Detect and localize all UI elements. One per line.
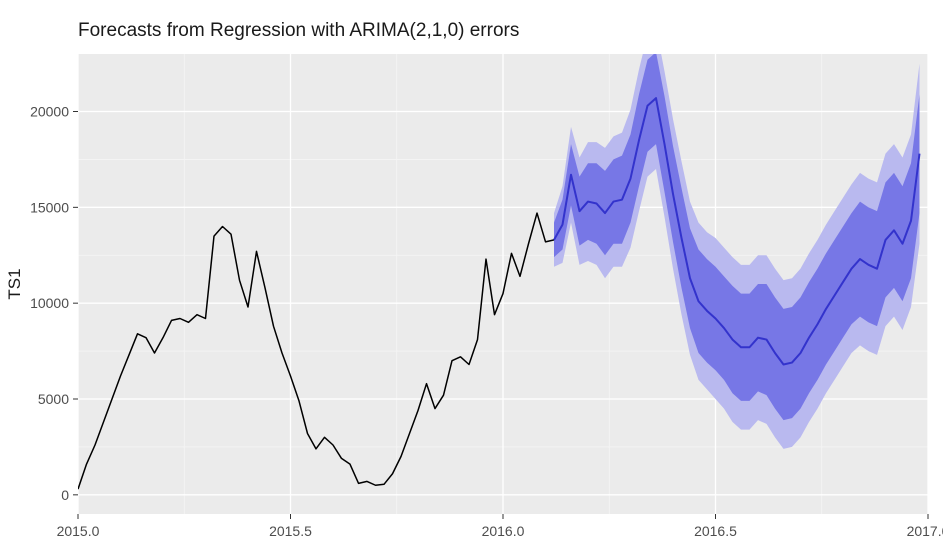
chart-svg: 2015.0 2015.5 2016.0 2016.5 2017.0 0 5000 10000… [0, 0, 943, 556]
y-tick-label: 20000 [30, 104, 69, 120]
x-tick-label: 2015.0 [57, 523, 100, 539]
x-axis: 2015.0 2015.5 2016.0 2016.5 2017.0 [57, 514, 943, 539]
y-axis: 0 5000 10000 15000 20000 [30, 104, 78, 503]
y-axis-label: TS1 [5, 268, 24, 299]
y-tick-label: 0 [61, 487, 69, 503]
y-tick-label: 10000 [30, 295, 69, 311]
y-tick-label: 5000 [38, 391, 69, 407]
forecast-chart: 2015.0 2015.5 2016.0 2016.5 2017.0 0 5000 10000… [0, 0, 943, 556]
x-tick-label: 2015.5 [269, 523, 312, 539]
y-tick-label: 15000 [30, 199, 69, 215]
chart-title: Forecasts from Regression with ARIMA(2,1… [78, 20, 519, 41]
x-tick-label: 2016.5 [694, 523, 737, 539]
x-tick-label: 2017.0 [907, 523, 943, 539]
x-tick-label: 2016.0 [482, 523, 525, 539]
